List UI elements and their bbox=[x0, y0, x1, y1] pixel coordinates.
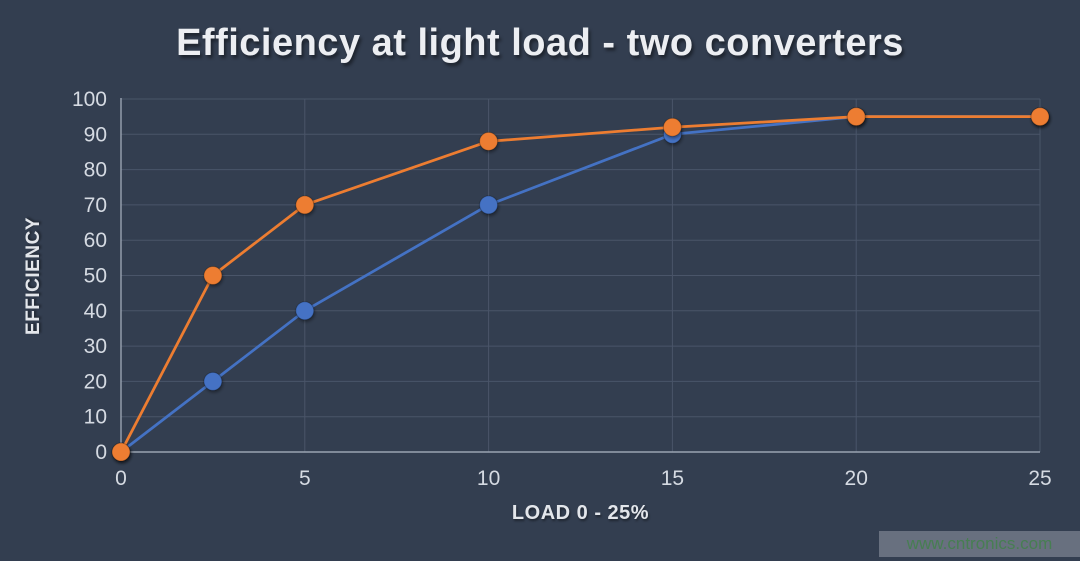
marker-converter-orange-x15 bbox=[662, 117, 682, 137]
x-tick-label-25: 25 bbox=[1028, 467, 1051, 490]
y-tick-label-60: 60 bbox=[84, 229, 107, 252]
y-tick-label-90: 90 bbox=[84, 123, 107, 146]
watermark-strip: www.cntronics.com bbox=[879, 531, 1080, 557]
y-tick-label-20: 20 bbox=[84, 370, 107, 393]
x-tick-label-10: 10 bbox=[477, 467, 500, 490]
marker-converter-orange-x0 bbox=[111, 442, 131, 462]
marker-converter-orange-x2.5 bbox=[203, 266, 223, 285]
marker-converter-blue-x2.5 bbox=[203, 371, 223, 391]
series-line-converter-orange bbox=[119, 115, 1042, 454]
x-tick-label-20: 20 bbox=[845, 467, 868, 490]
y-tick-label-50: 50 bbox=[84, 265, 107, 288]
y-tick-label-100: 100 bbox=[72, 88, 107, 111]
y-axis-title: EFFICIENCY bbox=[23, 217, 44, 335]
chart-title: Efficiency at light load - two converter… bbox=[176, 22, 904, 64]
x-tick-label-5: 5 bbox=[299, 467, 311, 490]
y-tick-label-40: 40 bbox=[84, 300, 107, 323]
marker-converter-blue-x5 bbox=[295, 301, 315, 321]
marker-converter-orange-x20 bbox=[846, 107, 866, 127]
marker-converter-orange-x10 bbox=[479, 131, 499, 151]
marker-converter-blue-x10 bbox=[479, 195, 499, 215]
y-tick-label-30: 30 bbox=[84, 335, 107, 358]
marker-converter-orange-x25 bbox=[1030, 107, 1050, 127]
x-tick-label-15: 15 bbox=[661, 467, 684, 490]
y-tick-label-80: 80 bbox=[84, 159, 107, 182]
y-tick-label-70: 70 bbox=[84, 194, 107, 217]
y-tick-label-0: 0 bbox=[95, 441, 107, 464]
series-line-converter-blue bbox=[119, 115, 1042, 454]
x-axis-title: LOAD 0 - 25% bbox=[511, 502, 650, 524]
watermark-text: www.cntronics.com bbox=[906, 534, 1053, 553]
x-tick-label-0: 0 bbox=[115, 467, 127, 490]
marker-converter-orange-x5 bbox=[295, 195, 315, 215]
y-tick-label-10: 10 bbox=[84, 406, 107, 429]
